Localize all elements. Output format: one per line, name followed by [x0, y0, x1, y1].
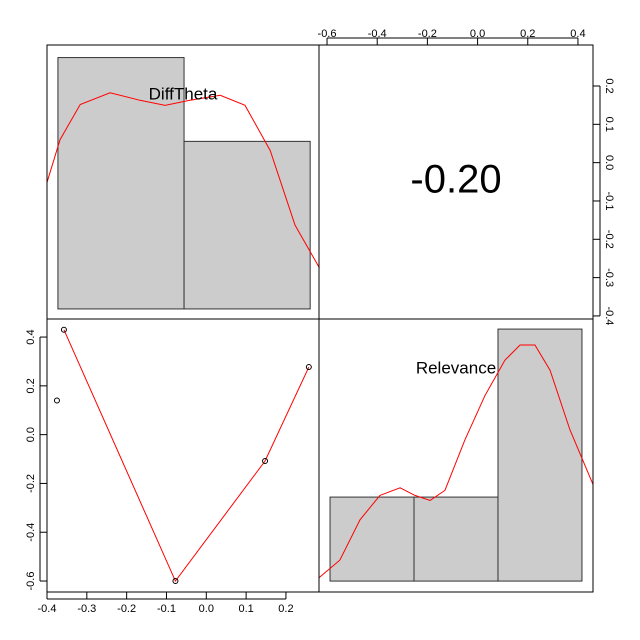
scatter-point	[262, 457, 269, 464]
x-tick-label: -0.6	[318, 28, 337, 40]
x-tick-label: 0.1	[238, 603, 253, 615]
y-tick-label: -0.1	[603, 191, 615, 210]
y-tick-label: -0.2	[25, 474, 37, 493]
x-tick-label: 0.4	[570, 28, 585, 40]
histogram-bar	[183, 140, 311, 310]
y-tick-label: 0.0	[25, 427, 37, 442]
y-tick-label: -0.6	[25, 572, 37, 591]
histogram-bar	[57, 57, 185, 310]
panel-border	[318, 318, 594, 593]
x-tick-label: 0.2	[520, 28, 535, 40]
variable-name: Relevance	[416, 358, 496, 377]
y-tick-label: -0.4	[25, 523, 37, 542]
y-tick-label: -0.4	[603, 306, 615, 325]
density-curve	[318, 344, 594, 579]
y-tick-label: 0.4	[25, 329, 37, 344]
scatter-point	[53, 397, 60, 404]
y-tick-label: 0.0	[603, 155, 615, 170]
y-tick-label: 0.2	[603, 78, 615, 93]
histogram-bar	[329, 496, 415, 582]
scatter-point	[60, 326, 67, 333]
histogram-bar	[497, 328, 583, 582]
density-curve	[46, 92, 320, 269]
x-tick-label: -0.2	[418, 28, 437, 40]
x-tick-label: -0.1	[157, 603, 176, 615]
x-tick-label: -0.3	[77, 603, 96, 615]
x-tick-label: -0.4	[368, 28, 387, 40]
x-tick-label: 0.0	[199, 603, 214, 615]
x-tick-label: -0.4	[38, 603, 57, 615]
x-tick-label: -0.2	[117, 603, 136, 615]
variable-name: DiffTheta	[149, 84, 218, 103]
y-tick-label: -0.2	[603, 230, 615, 249]
correlation-value: -0.20	[410, 158, 501, 202]
fit-line	[63, 329, 310, 583]
y-tick-label: 0.2	[25, 378, 37, 393]
scatter-point	[305, 364, 312, 371]
x-tick-label: 0.2	[278, 603, 293, 615]
y-tick-label: -0.3	[603, 268, 615, 287]
histogram-bar	[413, 496, 499, 582]
y-tick-label: 0.1	[603, 117, 615, 132]
scatter-point	[172, 578, 179, 585]
x-tick-label: 0.0	[470, 28, 485, 40]
